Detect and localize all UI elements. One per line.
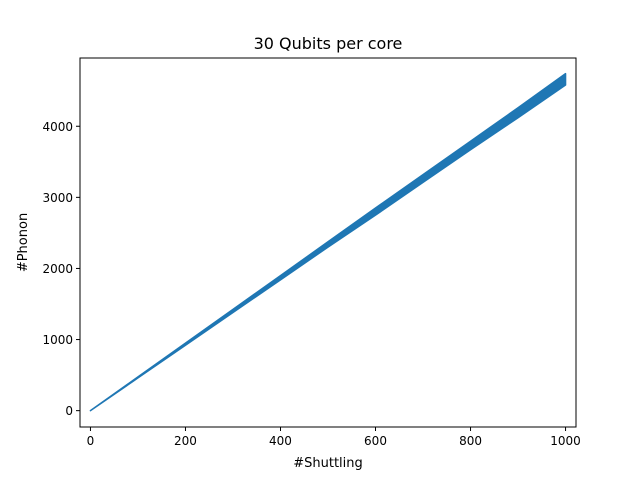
y-axis-label: #Phonon xyxy=(16,213,31,272)
plot-area xyxy=(89,72,567,412)
x-tick-label: 0 xyxy=(87,434,95,448)
x-axis: 0 200 400 600 800 1000 xyxy=(87,427,581,448)
x-tick-label: 400 xyxy=(269,434,292,448)
y-tick-label: 3000 xyxy=(42,191,73,205)
x-tick-label: 200 xyxy=(174,434,197,448)
axes-frame xyxy=(79,57,577,428)
x-tick-label: 600 xyxy=(364,434,387,448)
y-tick-label: 4000 xyxy=(42,120,73,134)
chart-title: 30 Qubits per core xyxy=(254,34,403,53)
y-tick-label: 1000 xyxy=(42,333,73,347)
x-tick-label: 1000 xyxy=(550,434,581,448)
x-axis-label: #Shuttling xyxy=(293,456,363,471)
y-tick-label: 2000 xyxy=(42,262,73,276)
x-tick-label: 800 xyxy=(459,434,482,448)
series-band-0 xyxy=(89,72,567,412)
y-axis: 0 1000 2000 3000 4000 xyxy=(42,120,80,418)
y-tick-label: 0 xyxy=(65,404,73,418)
